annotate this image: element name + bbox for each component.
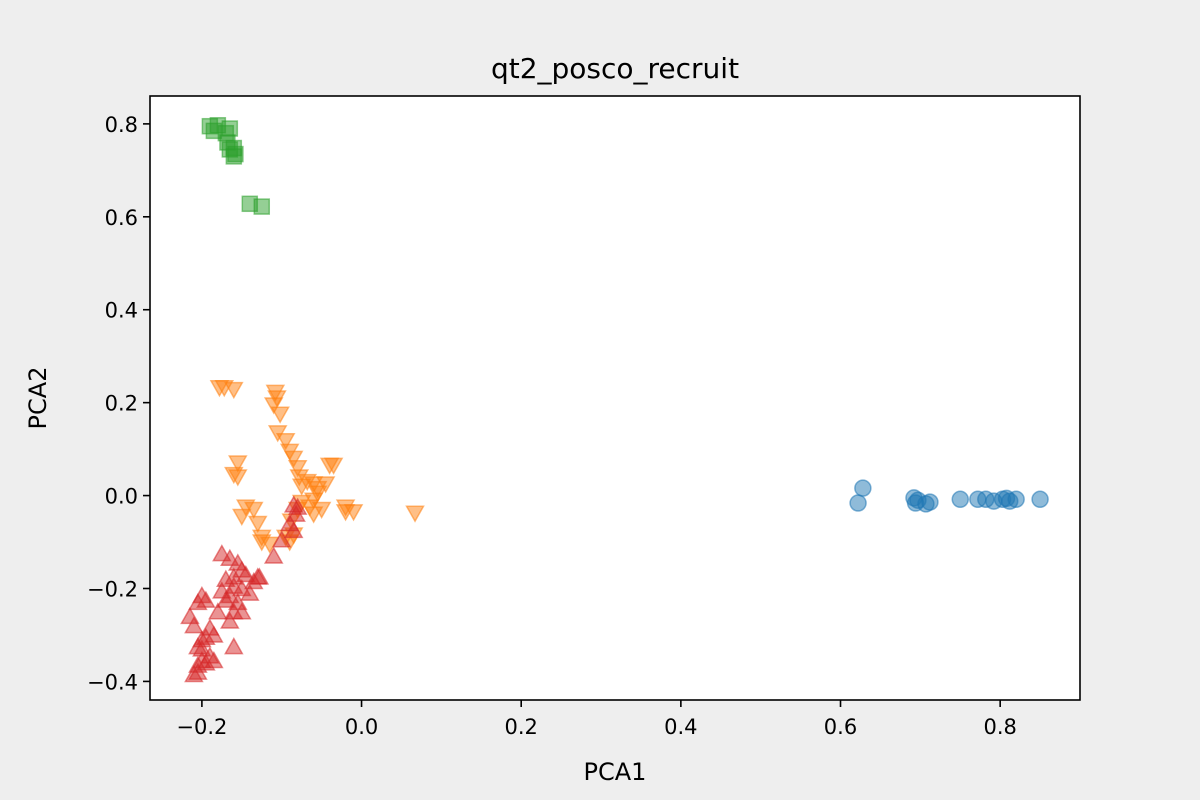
data-point-triangle-down: [228, 469, 248, 487]
data-point-triangle-up: [216, 590, 236, 608]
data-point-triangle-down: [315, 476, 336, 494]
y-tick-label: 0.2: [105, 392, 138, 416]
data-point-triangle-up: [224, 637, 244, 655]
data-points: [180, 117, 1049, 683]
data-point-triangle-down: [303, 506, 324, 524]
data-point-triangle-up: [283, 520, 304, 539]
data-point-circle: [1031, 490, 1049, 509]
data-point-triangle-down: [263, 397, 284, 415]
y-axis-label: PCA2: [24, 367, 52, 430]
plot-frame: [149, 95, 1081, 701]
data-point-square: [225, 148, 243, 165]
data-point-circle: [1007, 490, 1025, 509]
data-point-triangle-up: [271, 530, 292, 548]
y-tick-label: 0.6: [105, 206, 138, 230]
plot-area: [150, 96, 1080, 700]
data-point-triangle-down: [283, 450, 304, 468]
data-point-triangle-down: [275, 432, 296, 451]
y-tick-label: 0.8: [105, 113, 138, 137]
x-tick-label: 0.8: [983, 715, 1016, 739]
data-point-triangle-down: [228, 455, 248, 473]
data-point-triangle-up: [249, 567, 270, 585]
series-circle: [849, 479, 1049, 513]
x-tick-label: −0.2: [176, 715, 227, 739]
data-point-triangle-up: [208, 602, 228, 620]
data-point-triangle-down: [343, 504, 364, 522]
x-axis-label: PCA1: [584, 758, 647, 786]
data-point-triangle-down: [405, 505, 425, 523]
data-point-triangle-down: [224, 381, 244, 400]
data-point-triangle-down: [270, 406, 290, 424]
data-point-triangle-up: [220, 611, 240, 629]
y-tick-label: 0.0: [105, 485, 138, 509]
data-point-triangle-up: [236, 565, 256, 583]
y-tick-label: −0.2: [87, 577, 138, 601]
chart-title: qt2_posco_recruit: [491, 52, 739, 85]
x-tick-label: 0.0: [345, 715, 378, 739]
data-point-triangle-down: [287, 459, 308, 478]
y-tick-label: −0.4: [87, 670, 138, 694]
data-point-circle: [921, 493, 939, 511]
y-tick-label: 0.4: [105, 299, 138, 323]
y-axis-ticks: −0.4 −0.2 0.0 0.2 0.4 0.6 0.8: [87, 113, 150, 694]
x-tick-label: 0.6: [824, 715, 857, 739]
data-point-triangle-down: [319, 457, 340, 475]
data-point-triangle-down: [247, 515, 268, 533]
data-point-circle: [849, 494, 867, 512]
data-point-triangle-up: [263, 546, 284, 564]
data-point-triangle-up: [232, 602, 252, 620]
x-tick-label: 0.4: [664, 715, 697, 739]
data-point-circle: [951, 490, 970, 509]
data-point-triangle-up: [204, 650, 224, 669]
data-point-square: [221, 120, 239, 137]
series-square: [201, 117, 271, 215]
data-point-triangle-up: [184, 616, 204, 634]
x-axis-ticks: −0.2 0.0 0.2 0.4 0.6 0.8: [176, 700, 1017, 739]
data-point-circle: [854, 479, 872, 497]
data-point-triangle-up: [188, 592, 208, 611]
series-triangle-up: [180, 495, 308, 683]
x-tick-label: 0.2: [504, 715, 537, 739]
data-point-triangle-up: [286, 504, 306, 522]
data-point-triangle-down: [232, 508, 252, 526]
data-point-triangle-up: [184, 664, 204, 683]
data-point-square: [253, 198, 271, 215]
